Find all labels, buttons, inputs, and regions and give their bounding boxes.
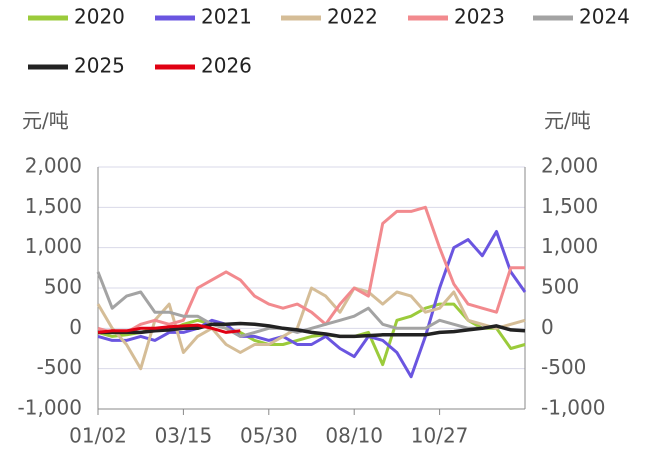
y-tick-label: 1,500 xyxy=(25,194,82,218)
x-tick-label: 03/15 xyxy=(155,424,213,448)
legend-label: 2021 xyxy=(201,5,252,29)
legend-label: 2026 xyxy=(201,54,252,78)
y2-tick-label: 1,500 xyxy=(541,194,598,218)
y-tick-label: 500 xyxy=(44,275,82,299)
series-line xyxy=(97,323,241,334)
y-tick-label: 0 xyxy=(69,315,82,339)
x-tick-label: 05/30 xyxy=(240,424,298,448)
y-tick-label: 2,000 xyxy=(25,154,82,178)
series-line xyxy=(96,286,526,371)
legend-label: 2025 xyxy=(74,54,125,78)
series-line xyxy=(97,230,527,379)
x-tick-label: 08/10 xyxy=(325,424,383,448)
legend-label: 2024 xyxy=(579,5,630,29)
series-line xyxy=(98,321,526,339)
x-tick-label: 10/27 xyxy=(411,424,469,448)
y-tick-label: 1,000 xyxy=(25,234,82,258)
y2-tick-label: -500 xyxy=(541,355,586,379)
y2-tick-label: 1,000 xyxy=(541,234,598,258)
y2-axis-unit: 元/吨 xyxy=(544,109,591,133)
y-axis-unit: 元/吨 xyxy=(22,109,69,133)
legend-label: 2023 xyxy=(454,5,505,29)
series-line xyxy=(97,205,525,334)
y-tick-label: -1,000 xyxy=(18,396,82,420)
y2-tick-label: 0 xyxy=(541,315,554,339)
legend-label: 2020 xyxy=(74,5,125,29)
x-tick-label: 01/02 xyxy=(69,424,127,448)
y2-tick-label: -1,000 xyxy=(541,396,605,420)
y-tick-label: -500 xyxy=(37,355,82,379)
y2-tick-label: 500 xyxy=(541,275,579,299)
legend-label: 2022 xyxy=(327,5,378,29)
y2-tick-label: 2,000 xyxy=(541,154,598,178)
